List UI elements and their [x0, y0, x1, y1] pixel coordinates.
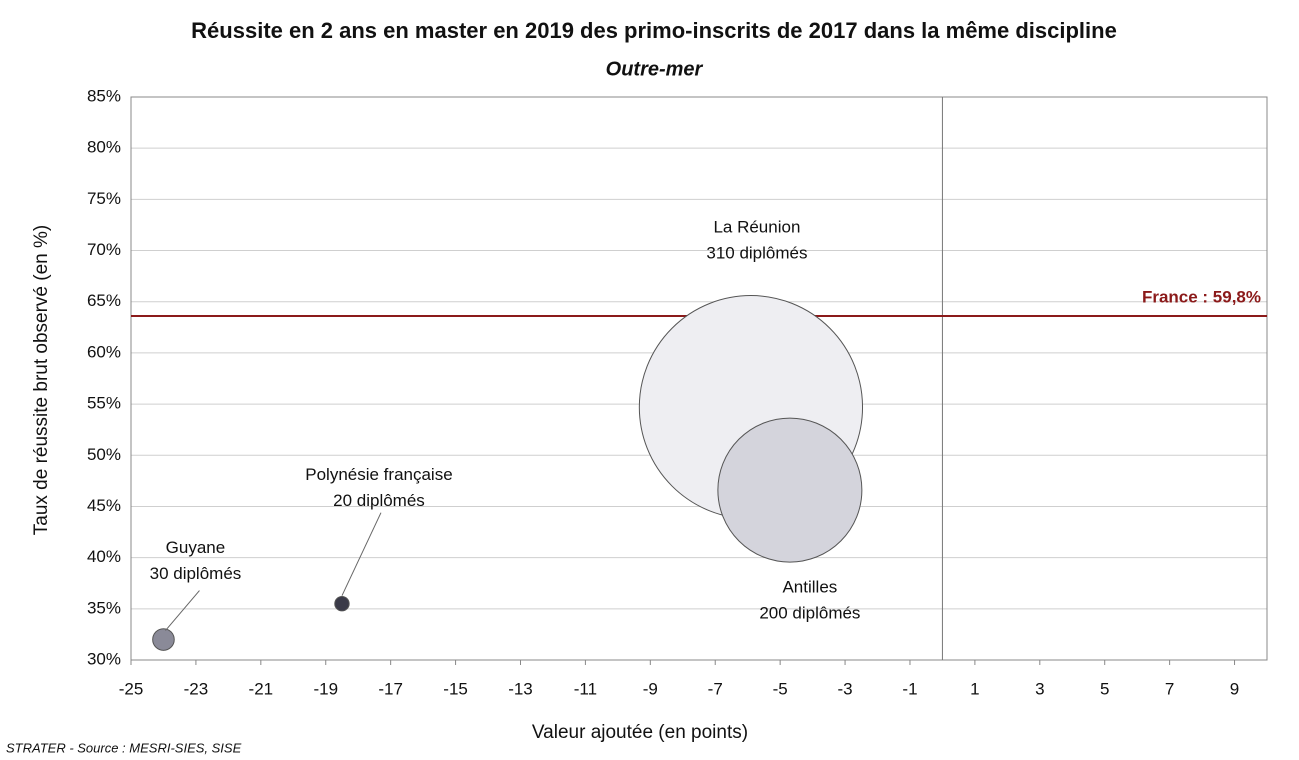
x-tick-label: -17 — [378, 679, 403, 698]
y-tick-label: 45% — [87, 496, 121, 515]
y-tick-label: 80% — [87, 138, 121, 157]
bubble-label: Polynésie française — [305, 465, 452, 484]
x-tick-label: -23 — [184, 679, 209, 698]
bubble-label: Guyane — [166, 538, 226, 557]
y-tick-label: 35% — [87, 598, 121, 617]
bubble — [717, 417, 863, 563]
y-tick-label: 75% — [87, 189, 121, 208]
y-tick-label: 60% — [87, 342, 121, 361]
x-axis-label: Valeur ajoutée (en points) — [532, 722, 748, 743]
x-tick-label: -21 — [249, 679, 274, 698]
leader-line — [165, 590, 200, 631]
bubble-size-label: 200 diplômés — [759, 604, 860, 623]
x-tick-label: 3 — [1035, 679, 1044, 698]
x-tick-label: 5 — [1100, 679, 1109, 698]
x-tick-label: 1 — [970, 679, 979, 698]
bubble-size-label: 30 diplômés — [150, 564, 242, 583]
chart-subtitle: Outre-mer — [606, 58, 704, 80]
source: STRATER - Source : MESRI-SIES, SISE — [6, 740, 242, 755]
y-tick-label: 85% — [87, 86, 121, 105]
bubble — [152, 628, 175, 651]
x-tick-label: -9 — [643, 679, 658, 698]
y-axis-label: Taux de réussite brut observé (en %) — [31, 225, 52, 536]
y-tick-label: 55% — [87, 394, 121, 413]
x-tick-label: -7 — [708, 679, 723, 698]
x-tick-label: 9 — [1230, 679, 1239, 698]
x-tick-label: -1 — [902, 679, 917, 698]
y-tick-label: 50% — [87, 445, 121, 464]
y-tick-label: 65% — [87, 291, 121, 310]
x-tick-label: -13 — [508, 679, 533, 698]
x-tick-label: -5 — [773, 679, 788, 698]
x-tick-label: -3 — [837, 679, 852, 698]
plot-border — [130, 96, 1268, 661]
bubble — [334, 596, 350, 612]
bubble-size-label: 20 diplômés — [333, 491, 425, 510]
x-tick-label: 7 — [1165, 679, 1174, 698]
reference-label: France : 59,8% — [1142, 288, 1261, 307]
leader-line — [341, 512, 382, 596]
x-tick-label: -25 — [119, 679, 144, 698]
y-tick-label: 30% — [87, 649, 121, 668]
bubble-label: La Réunion — [713, 218, 800, 237]
x-tick-label: -15 — [443, 679, 468, 698]
x-tick-label: -19 — [313, 679, 338, 698]
x-tick-label: -11 — [574, 679, 597, 698]
chart-title: Réussite en 2 ans en master en 2019 des … — [191, 18, 1117, 43]
bubble-label: Antilles — [782, 578, 837, 597]
y-tick-label: 70% — [87, 240, 121, 259]
bubble-size-label: 310 diplômés — [706, 244, 807, 263]
y-tick-label: 40% — [87, 547, 121, 566]
